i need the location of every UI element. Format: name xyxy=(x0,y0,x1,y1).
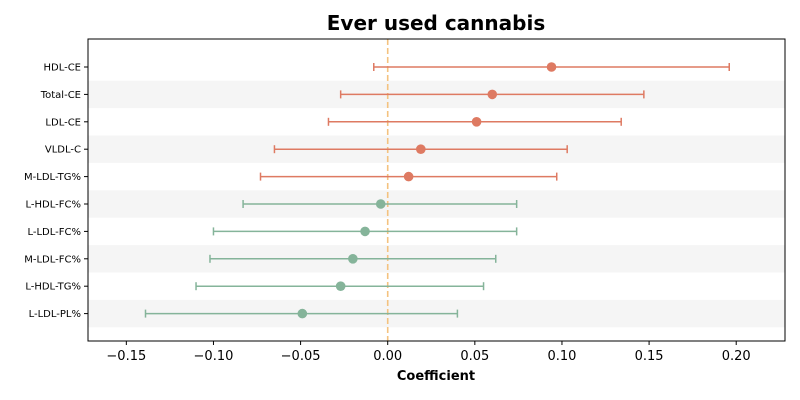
data-row xyxy=(339,89,645,100)
x-tick-label: −0.05 xyxy=(281,349,321,364)
y-axis: HDL-CE Total-CE LDL-CE VLDL-C M-LDL-TG% L-HDL… xyxy=(24,63,88,320)
x-axis: −0.15 −0.10 −0.05 0.00 0.05 0.10 0.15 0.20 xyxy=(106,341,751,364)
coef-point xyxy=(348,253,358,264)
x-tick-label: 0.20 xyxy=(722,349,751,364)
data-row xyxy=(373,62,730,72)
coef-point xyxy=(375,199,386,209)
coef-point xyxy=(360,226,370,237)
y-tick-label: L-LDL-FC% xyxy=(27,227,81,238)
coef-point xyxy=(297,308,308,319)
data-row xyxy=(212,226,518,237)
chart-title: Ever used cannabis xyxy=(327,11,545,35)
x-tick-label: −0.15 xyxy=(106,349,146,364)
y-tick-label: M-LDL-FC% xyxy=(24,254,81,265)
coef-point xyxy=(471,117,482,127)
data-row xyxy=(242,199,518,209)
x-tick-label: 0.05 xyxy=(460,349,489,364)
y-tick-label: M-LDL-TG% xyxy=(24,172,81,183)
y-tick-label: LDL-CE xyxy=(45,117,81,128)
data-row xyxy=(195,281,485,292)
plot-frame xyxy=(87,38,786,342)
y-tick-label: L-HDL-FC% xyxy=(26,200,81,211)
y-tick-label: L-LDL-PL% xyxy=(29,309,81,320)
y-tick-label: L-HDL-TG% xyxy=(25,282,81,293)
y-tick-label: HDL-CE xyxy=(43,63,81,74)
coef-point xyxy=(487,89,498,100)
data-row xyxy=(327,117,622,127)
coef-point xyxy=(416,144,426,154)
y-tick-label: Total-CE xyxy=(40,90,81,101)
data-row xyxy=(259,171,558,182)
x-tick-label: −0.10 xyxy=(194,349,234,364)
coef-point xyxy=(335,281,346,292)
x-tick-label: 0.00 xyxy=(373,349,402,364)
coef-point xyxy=(403,171,414,182)
coef-point xyxy=(546,62,557,72)
x-tick-label: 0.10 xyxy=(547,349,576,364)
data-marks xyxy=(144,62,730,319)
data-row xyxy=(273,144,568,154)
y-tick-label: VLDL-C xyxy=(45,145,81,156)
x-axis-label: Coefficient xyxy=(397,369,475,384)
data-row xyxy=(209,253,497,264)
data-row xyxy=(144,308,459,319)
x-tick-label: 0.15 xyxy=(635,349,664,364)
